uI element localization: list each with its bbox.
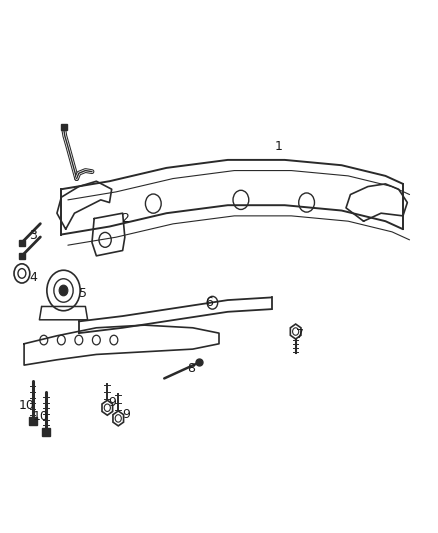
Text: 3: 3 [29, 229, 37, 242]
Text: 10: 10 [33, 410, 49, 423]
Text: 1: 1 [274, 140, 282, 153]
Text: 5: 5 [79, 287, 87, 300]
Circle shape [59, 285, 68, 296]
Text: 8: 8 [187, 362, 195, 375]
Text: 9: 9 [122, 408, 130, 421]
Text: 10: 10 [18, 399, 34, 411]
Text: 7: 7 [296, 328, 304, 341]
Text: 4: 4 [29, 271, 37, 284]
Text: 2: 2 [121, 212, 129, 225]
Text: 6: 6 [205, 296, 213, 309]
Text: 9: 9 [108, 396, 116, 409]
